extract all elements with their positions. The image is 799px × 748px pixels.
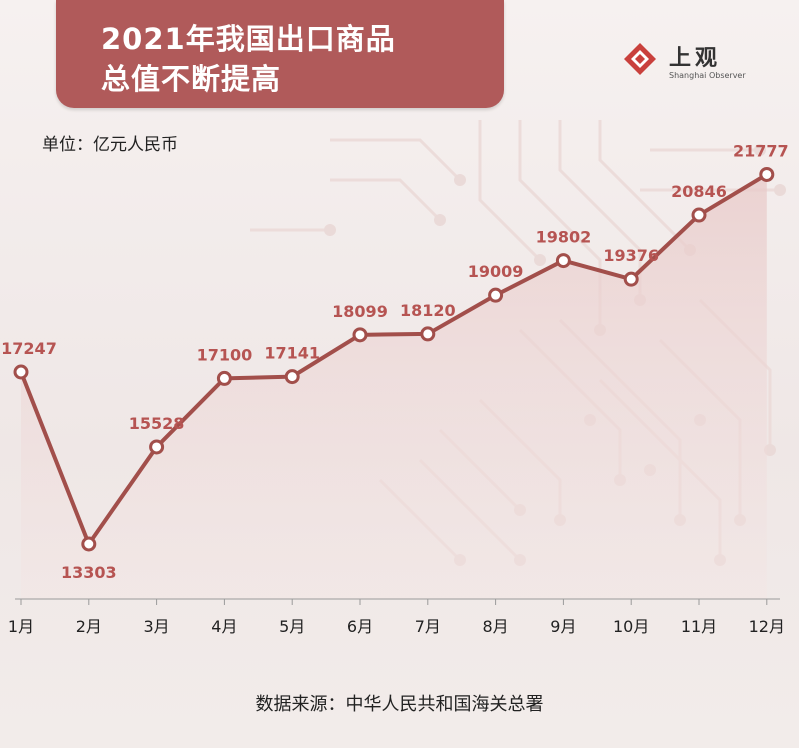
unit-label: 单位：亿元人民币 [42,135,178,155]
data-point [420,326,436,342]
data-label: 19376 [603,246,659,265]
x-tick-label: 4月 [211,617,237,636]
circuit-dot [754,144,766,156]
circuit-dot [454,174,466,186]
data-label: 21777 [733,141,789,160]
data-label: 20846 [671,182,727,201]
x-tick-label: 11月 [681,617,717,636]
data-label: 19802 [536,228,592,247]
source-label: 数据来源：中华人民共和国海关总署 [255,694,544,715]
data-labels: 17247 13303 15528 17100 17141 18099 18120 19009… [1,141,788,582]
data-label: 17141 [264,344,320,363]
data-point [691,207,707,223]
x-tick-label: 9月 [550,617,576,636]
x-tick-label: 2月 [76,617,102,636]
x-tick-label: 3月 [144,617,170,636]
x-tick-label: 7月 [415,617,441,636]
title-banner: 2021年我国出口商品 总值不断提高 [56,0,504,108]
data-point [352,327,368,343]
logo-mark-icon [624,43,656,75]
data-point [13,364,29,380]
logo: 上观 Shanghai Observer [623,40,773,86]
x-ticks: 1月 2月 3月 4月 5月 6月 7月 8月 9月 10月 11月 12月 [8,599,785,636]
x-tick-label: 6月 [347,617,373,636]
data-point [216,370,232,386]
x-tick-label: 8月 [483,617,509,636]
circuit-dot [774,184,786,196]
circuit-dot [434,214,446,226]
data-point [623,271,639,287]
data-point [149,439,165,455]
data-point [284,369,300,385]
data-point [488,287,504,303]
title-line-2: 总值不断提高 [101,62,282,96]
data-point [759,166,775,182]
data-label: 13303 [61,563,117,582]
circuit-dot [534,254,546,266]
title-line-1: 2021年我国出口商品 [101,22,396,56]
circuit-dot [764,444,776,456]
series-line [19,172,768,546]
data-points [13,166,775,552]
data-label: 15528 [129,414,185,433]
x-tick-label: 10月 [613,617,649,636]
x-tick-label: 5月 [279,617,305,636]
logo-name-cn: 上观 [669,46,722,71]
data-point [81,536,97,552]
x-tick-label: 12月 [749,617,785,636]
data-label: 19009 [468,262,524,281]
data-point [555,253,571,269]
area-fill [21,174,767,599]
data-label: 17100 [197,345,253,364]
x-tick-label: 1月 [8,617,34,636]
data-label: 18120 [400,301,456,320]
data-label: 18099 [332,302,388,321]
logo-name-en: Shanghai Observer [669,71,746,80]
circuit-dot [324,224,336,236]
data-label: 17247 [1,339,57,358]
